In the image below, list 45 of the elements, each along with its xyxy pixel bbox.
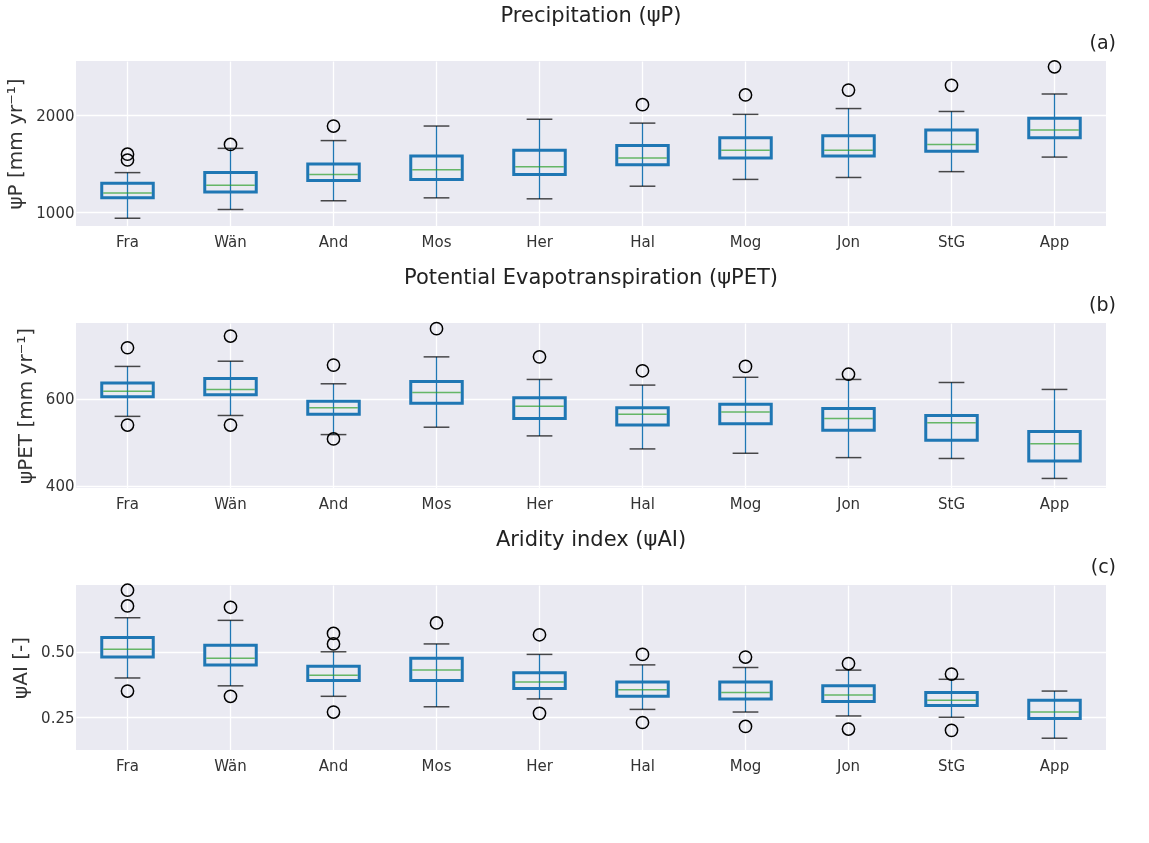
x-tick-label: Hal (630, 494, 655, 513)
x-tick-label: Wän (214, 756, 247, 775)
x-tick-label: Mog (729, 232, 762, 251)
chart-title: Potential Evapotranspiration (ψPET) (404, 265, 778, 289)
x-tick-label: Fra (116, 756, 139, 775)
x-tick-label: StG (937, 756, 966, 775)
x-tick-label: Wän (214, 494, 247, 513)
x-tick-label: StG (937, 494, 966, 513)
y-tick-label: 600 (45, 390, 75, 409)
chart-title: Aridity index (ψAI) (495, 527, 687, 551)
x-tick-label: Jon (835, 494, 861, 513)
x-tick-label: App (1039, 494, 1070, 513)
x-tick-label: Mog (729, 494, 762, 513)
x-tick-label: Hal (630, 756, 655, 775)
y-tick-label: 2000 (36, 106, 75, 125)
x-tick-label: And (318, 494, 349, 513)
x-tick-label: Her (526, 494, 554, 513)
y-axis-title: ψPET [mm yr⁻¹] (12, 327, 37, 485)
x-tick-label: And (318, 232, 349, 251)
text: (a) (1089, 31, 1116, 53)
x-tick-label: And (318, 756, 349, 775)
y-axis-title: ψAI [-] (8, 637, 33, 699)
y-tick-label: 1000 (36, 203, 75, 222)
y-tick-label: 0.50 (41, 643, 75, 662)
x-tick-label: Fra (116, 494, 139, 513)
x-tick-label: Mog (729, 756, 762, 775)
x-tick-label: App (1039, 232, 1070, 251)
x-tick-label: Jon (835, 756, 861, 775)
x-tick-label: Hal (630, 232, 655, 251)
y-axis-title: ψP [mm yr⁻¹] (3, 78, 28, 210)
x-tick-label: Mos (421, 494, 452, 513)
y-tick-label: 0.25 (41, 708, 75, 727)
x-tick-label: Mos (421, 756, 452, 775)
x-tick-label: Jon (835, 232, 861, 251)
x-tick-label: Her (526, 756, 554, 775)
text: (b) (1089, 293, 1116, 315)
x-tick-label: Fra (116, 232, 139, 251)
x-tick-label: App (1039, 756, 1070, 775)
text: (c) (1090, 555, 1116, 577)
y-tick-label: 400 (45, 477, 75, 496)
x-tick-label: Her (526, 232, 554, 251)
x-tick-label: Wän (214, 232, 247, 251)
x-tick-label: StG (937, 232, 966, 251)
chart-title: Precipitation (ψP) (500, 3, 682, 27)
x-tick-label: Mos (421, 232, 452, 251)
